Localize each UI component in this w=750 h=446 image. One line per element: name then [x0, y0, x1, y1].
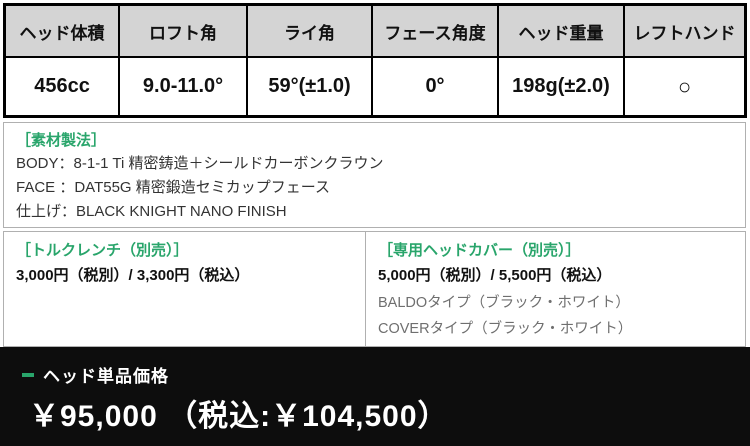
value-head-weight: 198g(±2.0) [499, 58, 625, 115]
header-left-hand: レフトハンド [624, 6, 744, 58]
price-bar: ヘッド単品価格 ￥95,000 （税込:￥104,500） [0, 347, 750, 446]
accessories-section: ［トルクレンチ（別売）］ 3,000円（税別）/ 3,300円（税込） ［専用ヘ… [3, 231, 746, 347]
value-face-angle: 0° [373, 58, 499, 115]
materials-finish-line: 仕上げ：BLACK KNIGHT NANO FINISH [16, 203, 287, 220]
header-lie-angle: ライ角 [248, 6, 374, 58]
spec-table: ヘッド体積 ロフト角 ライ角 フェース角度 ヘッド重量 レフトハンド 456cc… [3, 3, 747, 118]
materials-section: ［素材製法］ BODY：8-1-1 Ti 精密鋳造＋シールドカーボンクラウン F… [3, 122, 746, 228]
header-head-volume: ヘッド体積 [6, 6, 121, 58]
header-loft-angle: ロフト角 [120, 6, 249, 58]
head-cover-title: ［専用ヘッドカバー（別売）］ [378, 242, 581, 259]
value-left-hand-circle-icon: ○ [677, 73, 692, 99]
value-lie-angle: 59°(±1.0) [248, 58, 374, 115]
torque-wrench-title: ［トルクレンチ（別売）］ [16, 242, 189, 259]
materials-title: ［素材製法］ [16, 132, 107, 149]
price-label-row: ヘッド単品価格 [22, 362, 750, 387]
value-head-volume: 456cc [6, 58, 121, 115]
torque-wrench-cell: ［トルクレンチ（別売）］ 3,000円（税別）/ 3,300円（税込） [4, 232, 366, 346]
head-cover-cell: ［専用ヘッドカバー（別売）］ 5,000円（税別）/ 5,500円（税込） BA… [366, 232, 745, 346]
price-value: ￥95,000 （税込:￥104,500） [29, 400, 449, 433]
header-head-weight: ヘッド重量 [498, 6, 625, 58]
price-label: ヘッド単品価格 [43, 367, 169, 386]
bullet-dash-icon [22, 372, 34, 377]
torque-wrench-price: 3,000円（税別）/ 3,300円（税込） [16, 267, 250, 284]
materials-face-line: FACE ：DAT55G 精密鍛造セミカップフェース [16, 179, 331, 196]
materials-body-line: BODY：8-1-1 Ti 精密鋳造＋シールドカーボンクラウン [16, 155, 384, 172]
header-face-angle: フェース角度 [373, 6, 499, 58]
head-cover-price: 5,000円（税別）/ 5,500円（税込） [378, 267, 612, 284]
head-cover-option-cover: COVERタイプ（ブラック・ホワイト） [378, 321, 633, 337]
value-loft-angle: 9.0-11.0° [120, 58, 249, 115]
head-cover-option-baldo: BALDOタイプ（ブラック・ホワイト） [378, 295, 630, 311]
